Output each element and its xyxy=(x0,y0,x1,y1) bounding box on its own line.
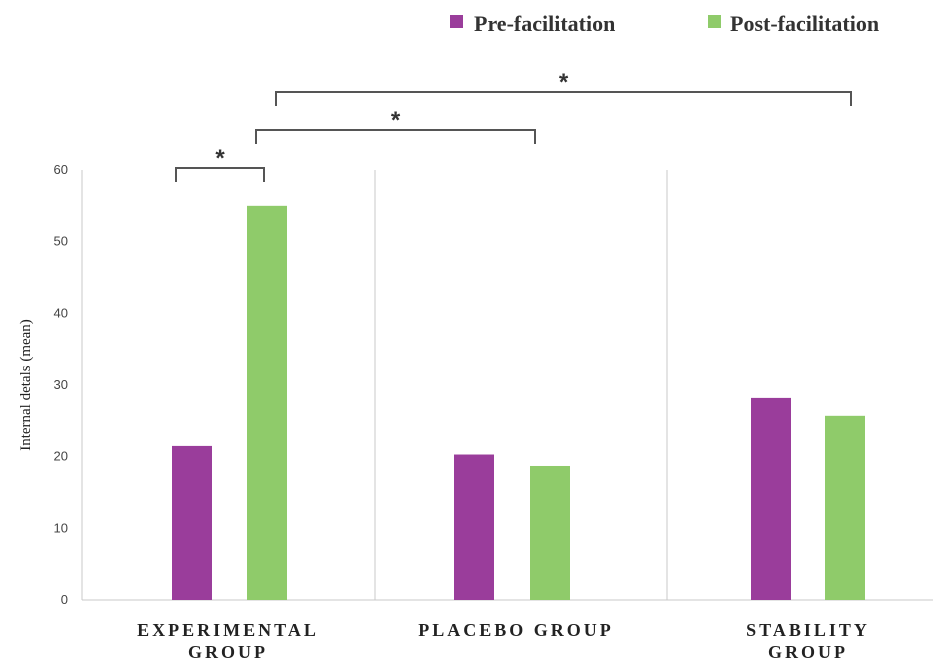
bar-post-2 xyxy=(825,415,865,600)
significance-star: * xyxy=(215,145,225,172)
significance-bracket xyxy=(175,167,265,182)
legend-swatch xyxy=(708,15,721,28)
y-tick-label: 40 xyxy=(54,305,68,320)
bar-post-0 xyxy=(247,205,287,601)
significance-bracket xyxy=(275,91,852,106)
y-axis-ticks: 0 10 20 30 40 50 60 xyxy=(54,162,68,607)
bar-pre-1 xyxy=(454,454,494,600)
category-label: PLACEBO GROUP xyxy=(418,620,614,640)
category-label: EXPERIMENTAL xyxy=(137,620,319,640)
y-tick-label: 0 xyxy=(61,592,68,607)
y-tick-label: 30 xyxy=(54,377,68,392)
significance-star: * xyxy=(559,69,569,96)
legend-swatch xyxy=(450,15,463,28)
bars xyxy=(172,205,865,601)
legend-label: Post-facilitation xyxy=(730,11,879,36)
significance-star: * xyxy=(391,107,401,134)
bar-post-1 xyxy=(530,465,570,600)
group-separators xyxy=(81,170,668,600)
significance-bracket xyxy=(255,129,536,144)
y-tick-label: 60 xyxy=(54,162,68,177)
category-label: GROUP xyxy=(188,642,268,662)
y-axis-label: Internal detals (mean) xyxy=(18,319,34,451)
significance-brackets: * * * xyxy=(175,69,852,182)
y-tick-label: 20 xyxy=(54,449,68,464)
bar-pre-2 xyxy=(751,397,791,600)
category-label: GROUP xyxy=(768,642,848,662)
y-tick-label: 10 xyxy=(54,520,68,535)
y-tick-label: 50 xyxy=(54,234,68,249)
legend: Pre-facilitation Post-facilitation xyxy=(450,11,879,36)
category-label: STABILITY xyxy=(746,620,870,640)
bar-pre-0 xyxy=(172,445,212,600)
legend-label: Pre-facilitation xyxy=(474,11,615,36)
